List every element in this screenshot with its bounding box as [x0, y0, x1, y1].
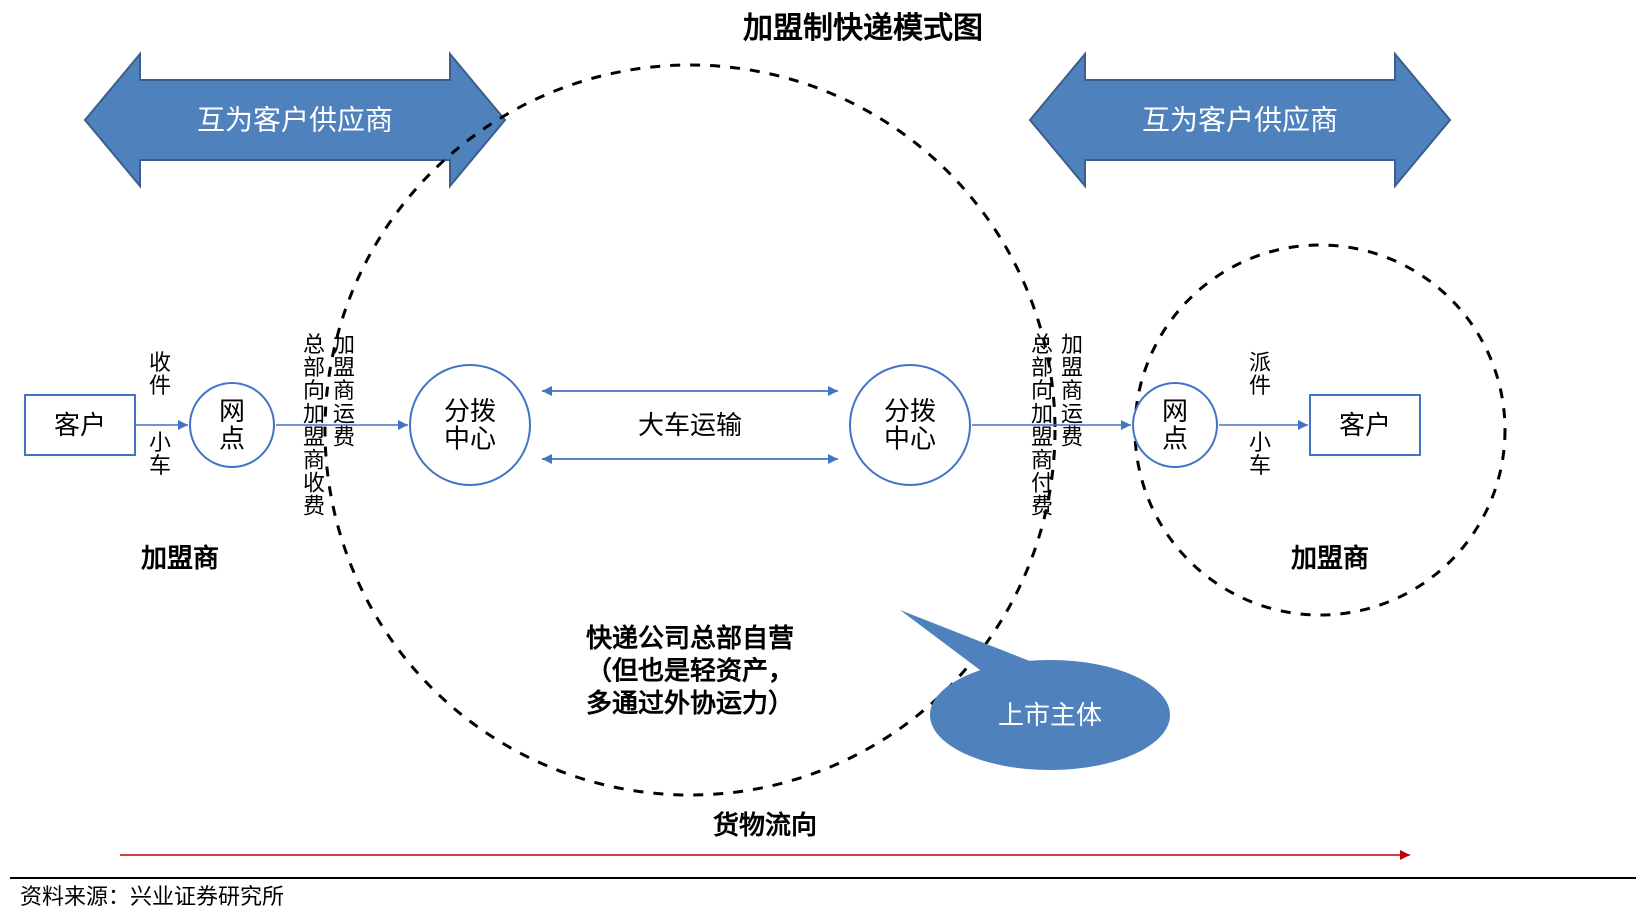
lbl-e1-top: 收件 — [149, 350, 171, 398]
lbl-e5-top: 派件 — [1249, 350, 1271, 398]
lbl-e5-bottom: 小车 — [1249, 430, 1271, 478]
diagram-svg: 加盟制快递模式图互为客户供应商互为客户供应商客户客户网点分拨中心分拨中心网点大车… — [0, 0, 1646, 914]
footer-source: 资料来源：兴业证券研究所 — [20, 884, 284, 909]
lbl-e1-bottom: 小车 — [149, 430, 171, 478]
big-arrow-right-label: 互为客户供应商 — [1142, 104, 1338, 135]
node-hub-right-label-0: 分拨 — [884, 396, 936, 426]
franchise-right: 加盟商 — [1291, 543, 1369, 573]
node-hub-right-label-1: 中心 — [884, 424, 936, 454]
diagram-title: 加盟制快递模式图 — [743, 12, 983, 45]
node-hub-left-label-0: 分拨 — [444, 396, 496, 426]
big-arrow-left-label: 互为客户供应商 — [197, 104, 393, 135]
node-hub-left-label-1: 中心 — [444, 424, 496, 454]
lbl-e2-left: 总部向加盟商收费 — [303, 332, 325, 519]
callout-label: 上市主体 — [998, 700, 1102, 730]
lbl-e4-right: 加盟商运费 — [1061, 332, 1083, 449]
hq-annotation-2: 多通过外协运力） — [586, 688, 794, 718]
node-outlet-left-label-0: 网 — [219, 396, 245, 426]
node-outlet-left-label-1: 点 — [219, 424, 245, 454]
edge-hub-label: 大车运输 — [638, 410, 742, 440]
hq-annotation-1: （但也是轻资产， — [586, 655, 794, 685]
node-outlet-right-label-1: 点 — [1162, 424, 1188, 454]
node-customer-right-label: 客户 — [1339, 410, 1391, 440]
node-outlet-right-label-0: 网 — [1162, 396, 1188, 426]
franchise-left: 加盟商 — [141, 543, 219, 573]
lbl-e2-right: 加盟商运费 — [333, 332, 355, 449]
diagram-root: 加盟制快递模式图互为客户供应商互为客户供应商客户客户网点分拨中心分拨中心网点大车… — [0, 0, 1646, 914]
lbl-e4-left: 总部向加盟商付费 — [1031, 332, 1053, 519]
flow-label: 货物流向 — [713, 810, 817, 840]
node-customer-left-label: 客户 — [54, 410, 106, 440]
hq-annotation-0: 快递公司总部自营 — [586, 623, 794, 653]
